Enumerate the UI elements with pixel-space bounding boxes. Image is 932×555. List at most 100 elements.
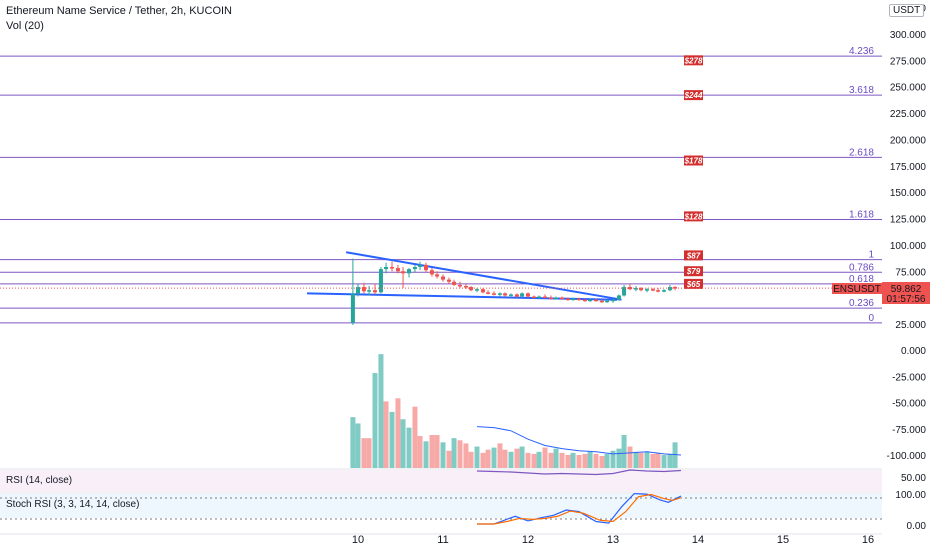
candle-body	[480, 289, 485, 293]
volume-label: Vol (20)	[6, 20, 44, 32]
fib-level-label: 0.618	[849, 274, 874, 285]
price-axis-tick-label: 200.000	[890, 135, 927, 146]
volume-bar	[406, 427, 412, 468]
candle-body	[537, 296, 542, 299]
chart-title: Ethereum Name Service / Tether, 2h, KUCO…	[6, 5, 232, 17]
candle-body	[378, 269, 383, 293]
x-axis-tick-label: 12	[522, 534, 534, 546]
rsi-pane-background	[0, 470, 882, 492]
x-axis-tick-label: 10	[352, 534, 364, 546]
volume-bar	[514, 448, 520, 468]
candle-body	[486, 292, 491, 294]
candle-body	[656, 290, 661, 292]
volume-axis-tick-label: -75.000	[892, 425, 926, 436]
price-axis-tick-label: 175.000	[890, 162, 927, 173]
volume-bar	[559, 452, 565, 468]
candle-body	[356, 287, 360, 294]
candle-body	[531, 296, 536, 299]
volume-bar	[667, 453, 673, 468]
target-price-box	[684, 55, 703, 66]
x-axis-tick-label: 15	[777, 534, 789, 546]
target-price-label: $79	[686, 267, 701, 276]
volume-bar	[525, 452, 531, 468]
volume-axis-tick-label: -50.000	[892, 399, 926, 410]
candle-body	[520, 293, 525, 297]
candle-body	[424, 264, 428, 271]
volume-axis-tick-label: -100.000	[887, 451, 927, 462]
symbol-tag-text: ENSUSDT	[833, 284, 881, 295]
volume-bar	[610, 450, 616, 468]
rsi-axis-tick-label: 50.00	[901, 473, 926, 484]
candle-body	[565, 298, 570, 301]
candle-body	[554, 297, 559, 300]
candle-body	[588, 299, 593, 302]
target-price-label: $128	[684, 212, 703, 221]
target-price-box	[684, 250, 703, 261]
candle-body	[582, 299, 587, 302]
candle-body	[571, 298, 576, 301]
candle-body	[492, 293, 496, 295]
rsi-line	[476, 469, 682, 476]
candle-body	[429, 270, 434, 275]
rsi-label: RSI (14, close)	[6, 475, 73, 486]
price-axis-tick-label: 300.000	[890, 30, 927, 41]
volume-bar	[627, 446, 633, 468]
x-axis-tick-label: 16	[862, 534, 874, 546]
trend-line	[306, 292, 618, 301]
volume-bar	[576, 454, 582, 468]
volume-bar	[372, 373, 378, 468]
candle-body	[446, 279, 451, 282]
volume-bar	[548, 452, 554, 468]
volume-bar	[616, 448, 622, 468]
volume-ma-line	[476, 426, 682, 456]
volume-bar	[593, 453, 599, 468]
candle-body	[384, 267, 389, 270]
volume-bar	[378, 354, 384, 468]
candle-body	[662, 290, 666, 292]
volume-bar	[446, 450, 452, 468]
candle-body	[407, 269, 411, 274]
candle-body	[395, 268, 400, 272]
volume-bar	[502, 449, 508, 468]
volume-bar	[468, 451, 474, 468]
candle-body	[509, 294, 513, 296]
candle-body	[577, 298, 581, 301]
candle-body	[475, 289, 479, 291]
volume-axis-tick-label: 0.000	[901, 346, 926, 357]
volume-bar	[463, 443, 469, 468]
target-price-label: $178	[684, 156, 703, 165]
volume-bar	[508, 451, 514, 468]
x-axis-tick-label: 13	[607, 534, 619, 546]
candle-body	[367, 290, 372, 292]
currency-badge[interactable]: USDT	[889, 4, 925, 17]
volume-bar	[644, 451, 650, 468]
candle-body	[497, 293, 502, 295]
fib-level-label: 0	[868, 313, 874, 324]
price-tag-value: 59.862	[891, 284, 922, 295]
trend-line	[345, 251, 622, 301]
stoch-k-line	[477, 493, 682, 525]
x-axis-tick-label: 11	[437, 534, 448, 546]
candle-body	[645, 289, 649, 291]
volume-bar	[519, 446, 525, 468]
fib-level-label: 2.618	[849, 147, 874, 158]
volume-bar	[604, 453, 610, 468]
candle-body	[435, 274, 440, 277]
fib-level-label: 1	[868, 250, 874, 261]
candle-body	[514, 294, 519, 297]
target-price-label: $65	[686, 280, 701, 289]
fib-level-label: 1.618	[849, 210, 874, 221]
volume-bar	[599, 456, 605, 468]
stoch-rsi-label: Stoch RSI (3, 3, 14, 14, close)	[6, 499, 140, 510]
candle-body	[526, 293, 530, 297]
stoch-d-line	[477, 493, 682, 525]
volume-bar	[587, 451, 593, 468]
candle-body	[373, 290, 377, 293]
candle-body	[594, 299, 598, 302]
volume-bar	[474, 446, 480, 468]
volume-bar	[633, 451, 639, 468]
candle-body	[622, 287, 627, 296]
price-axis-tick-label: 275.000	[890, 56, 927, 67]
